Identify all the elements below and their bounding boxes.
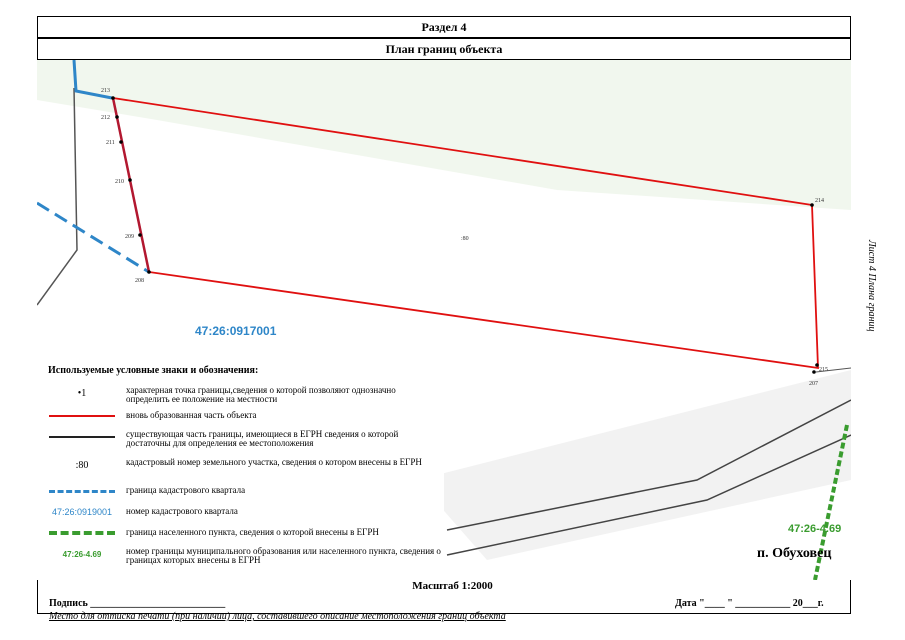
legend-text-quarter-number: номер кадастрового квартала xyxy=(126,506,238,516)
signature-line: Подпись ___________________________ xyxy=(49,598,226,609)
existing-boundary-right xyxy=(815,367,851,373)
point-210 xyxy=(128,178,132,182)
point-214 xyxy=(810,203,814,207)
point-label-210: 210 xyxy=(115,179,124,185)
point-211 xyxy=(119,140,123,144)
legend-symbol-red-line xyxy=(46,409,118,423)
legend-title: Используемые условные знаки и обозначени… xyxy=(48,365,259,376)
point-212 xyxy=(115,115,119,119)
new-part-edge-west xyxy=(111,97,151,273)
legend-symbol-blue-dash xyxy=(46,484,118,498)
quarter-number-label: 47:26:0917001 xyxy=(195,324,277,338)
legend-symbol-green-dash xyxy=(46,526,118,540)
legend-text-parcel: кадастровый номер земельного участка, св… xyxy=(126,457,422,467)
legend-symbol-parcel: :80 xyxy=(75,459,89,471)
settlement-border xyxy=(813,424,849,580)
point-207 xyxy=(812,370,816,374)
legend-symbol-settlement-code: 47:26-4.69 xyxy=(62,549,102,559)
quarter-border-dashed xyxy=(37,201,150,274)
legend-symbol-point: •1 xyxy=(77,387,87,399)
road-line-2 xyxy=(446,434,851,556)
road-line-1 xyxy=(446,399,851,531)
point-208 xyxy=(147,270,151,274)
date-line: Дата "____ " ___________ 20___г. xyxy=(675,598,824,609)
point-label-215: 215 xyxy=(819,367,828,373)
existing-boundary-left xyxy=(37,87,78,306)
point-label-207: 207 xyxy=(809,381,818,387)
legend-text-existing: существующая часть границы, имеющиеся в … xyxy=(126,429,399,448)
legend-symbol-quarter-number: 47:26:0919001 xyxy=(51,507,113,517)
point-label-209: 209 xyxy=(125,234,134,240)
point-label-214: 214 xyxy=(815,198,824,204)
quarter-border-solid xyxy=(72,60,113,100)
sheet-side-label: Лист 4 Плана границ xyxy=(866,240,877,332)
point-209 xyxy=(138,233,142,237)
scale-label: Масштаб 1:2000 xyxy=(412,580,493,592)
settlement-name-label: п. Обуховец xyxy=(757,546,832,561)
point-215 xyxy=(815,363,819,367)
legend-text-point: характерная точка границы,сведения о кот… xyxy=(126,385,396,404)
point-label-212: 212 xyxy=(101,115,110,121)
point-213 xyxy=(111,96,115,100)
legend-text-new-part: вновь образованная часть объекта xyxy=(126,410,257,420)
point-label-213: 213 xyxy=(101,88,110,94)
legend-text-quarter-border: граница кадастрового квартала xyxy=(126,485,246,495)
legend-symbol-black-line xyxy=(46,430,118,444)
legend-text-settlement-code: номер границы муниципального образования… xyxy=(126,546,441,565)
settlement-code-label: 47:26-4.69 xyxy=(788,523,842,535)
legend-text-settlement-border: граница населенного пункта, сведения о к… xyxy=(126,527,379,537)
terrain-area xyxy=(37,60,851,210)
road-area xyxy=(417,370,851,560)
plan-title: План границ объекта xyxy=(37,38,851,60)
point-label-211: 211 xyxy=(106,140,115,146)
stamp-note: Место для оттиска печати (при наличии) л… xyxy=(49,611,506,622)
parcel-label: :80 xyxy=(461,236,469,242)
point-label-208: 208 xyxy=(135,278,144,284)
section-header: Раздел 4 xyxy=(37,16,851,38)
legend: Используемые условные знаки и обозначени… xyxy=(44,362,444,576)
